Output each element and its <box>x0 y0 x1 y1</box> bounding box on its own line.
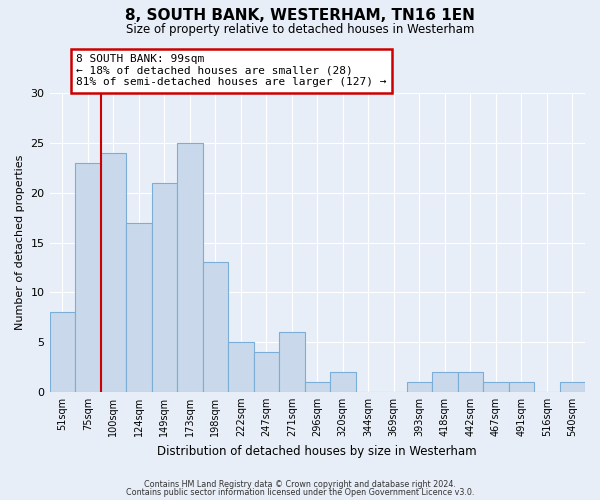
Bar <box>432 372 458 392</box>
Bar <box>101 153 126 392</box>
Bar <box>126 222 152 392</box>
Bar <box>458 372 483 392</box>
Bar <box>560 382 585 392</box>
Text: Contains public sector information licensed under the Open Government Licence v3: Contains public sector information licen… <box>126 488 474 497</box>
Bar <box>407 382 432 392</box>
Bar <box>50 312 75 392</box>
Bar <box>305 382 330 392</box>
Bar <box>279 332 305 392</box>
Text: 8, SOUTH BANK, WESTERHAM, TN16 1EN: 8, SOUTH BANK, WESTERHAM, TN16 1EN <box>125 8 475 22</box>
Bar <box>254 352 279 392</box>
Bar <box>177 143 203 392</box>
Bar <box>203 262 228 392</box>
X-axis label: Distribution of detached houses by size in Westerham: Distribution of detached houses by size … <box>157 444 477 458</box>
Y-axis label: Number of detached properties: Number of detached properties <box>15 155 25 330</box>
Bar <box>483 382 509 392</box>
Bar <box>228 342 254 392</box>
Text: 8 SOUTH BANK: 99sqm
← 18% of detached houses are smaller (28)
81% of semi-detach: 8 SOUTH BANK: 99sqm ← 18% of detached ho… <box>76 54 387 88</box>
Bar <box>509 382 534 392</box>
Bar <box>152 183 177 392</box>
Bar <box>75 163 101 392</box>
Text: Contains HM Land Registry data © Crown copyright and database right 2024.: Contains HM Land Registry data © Crown c… <box>144 480 456 489</box>
Bar <box>330 372 356 392</box>
Text: Size of property relative to detached houses in Westerham: Size of property relative to detached ho… <box>126 22 474 36</box>
